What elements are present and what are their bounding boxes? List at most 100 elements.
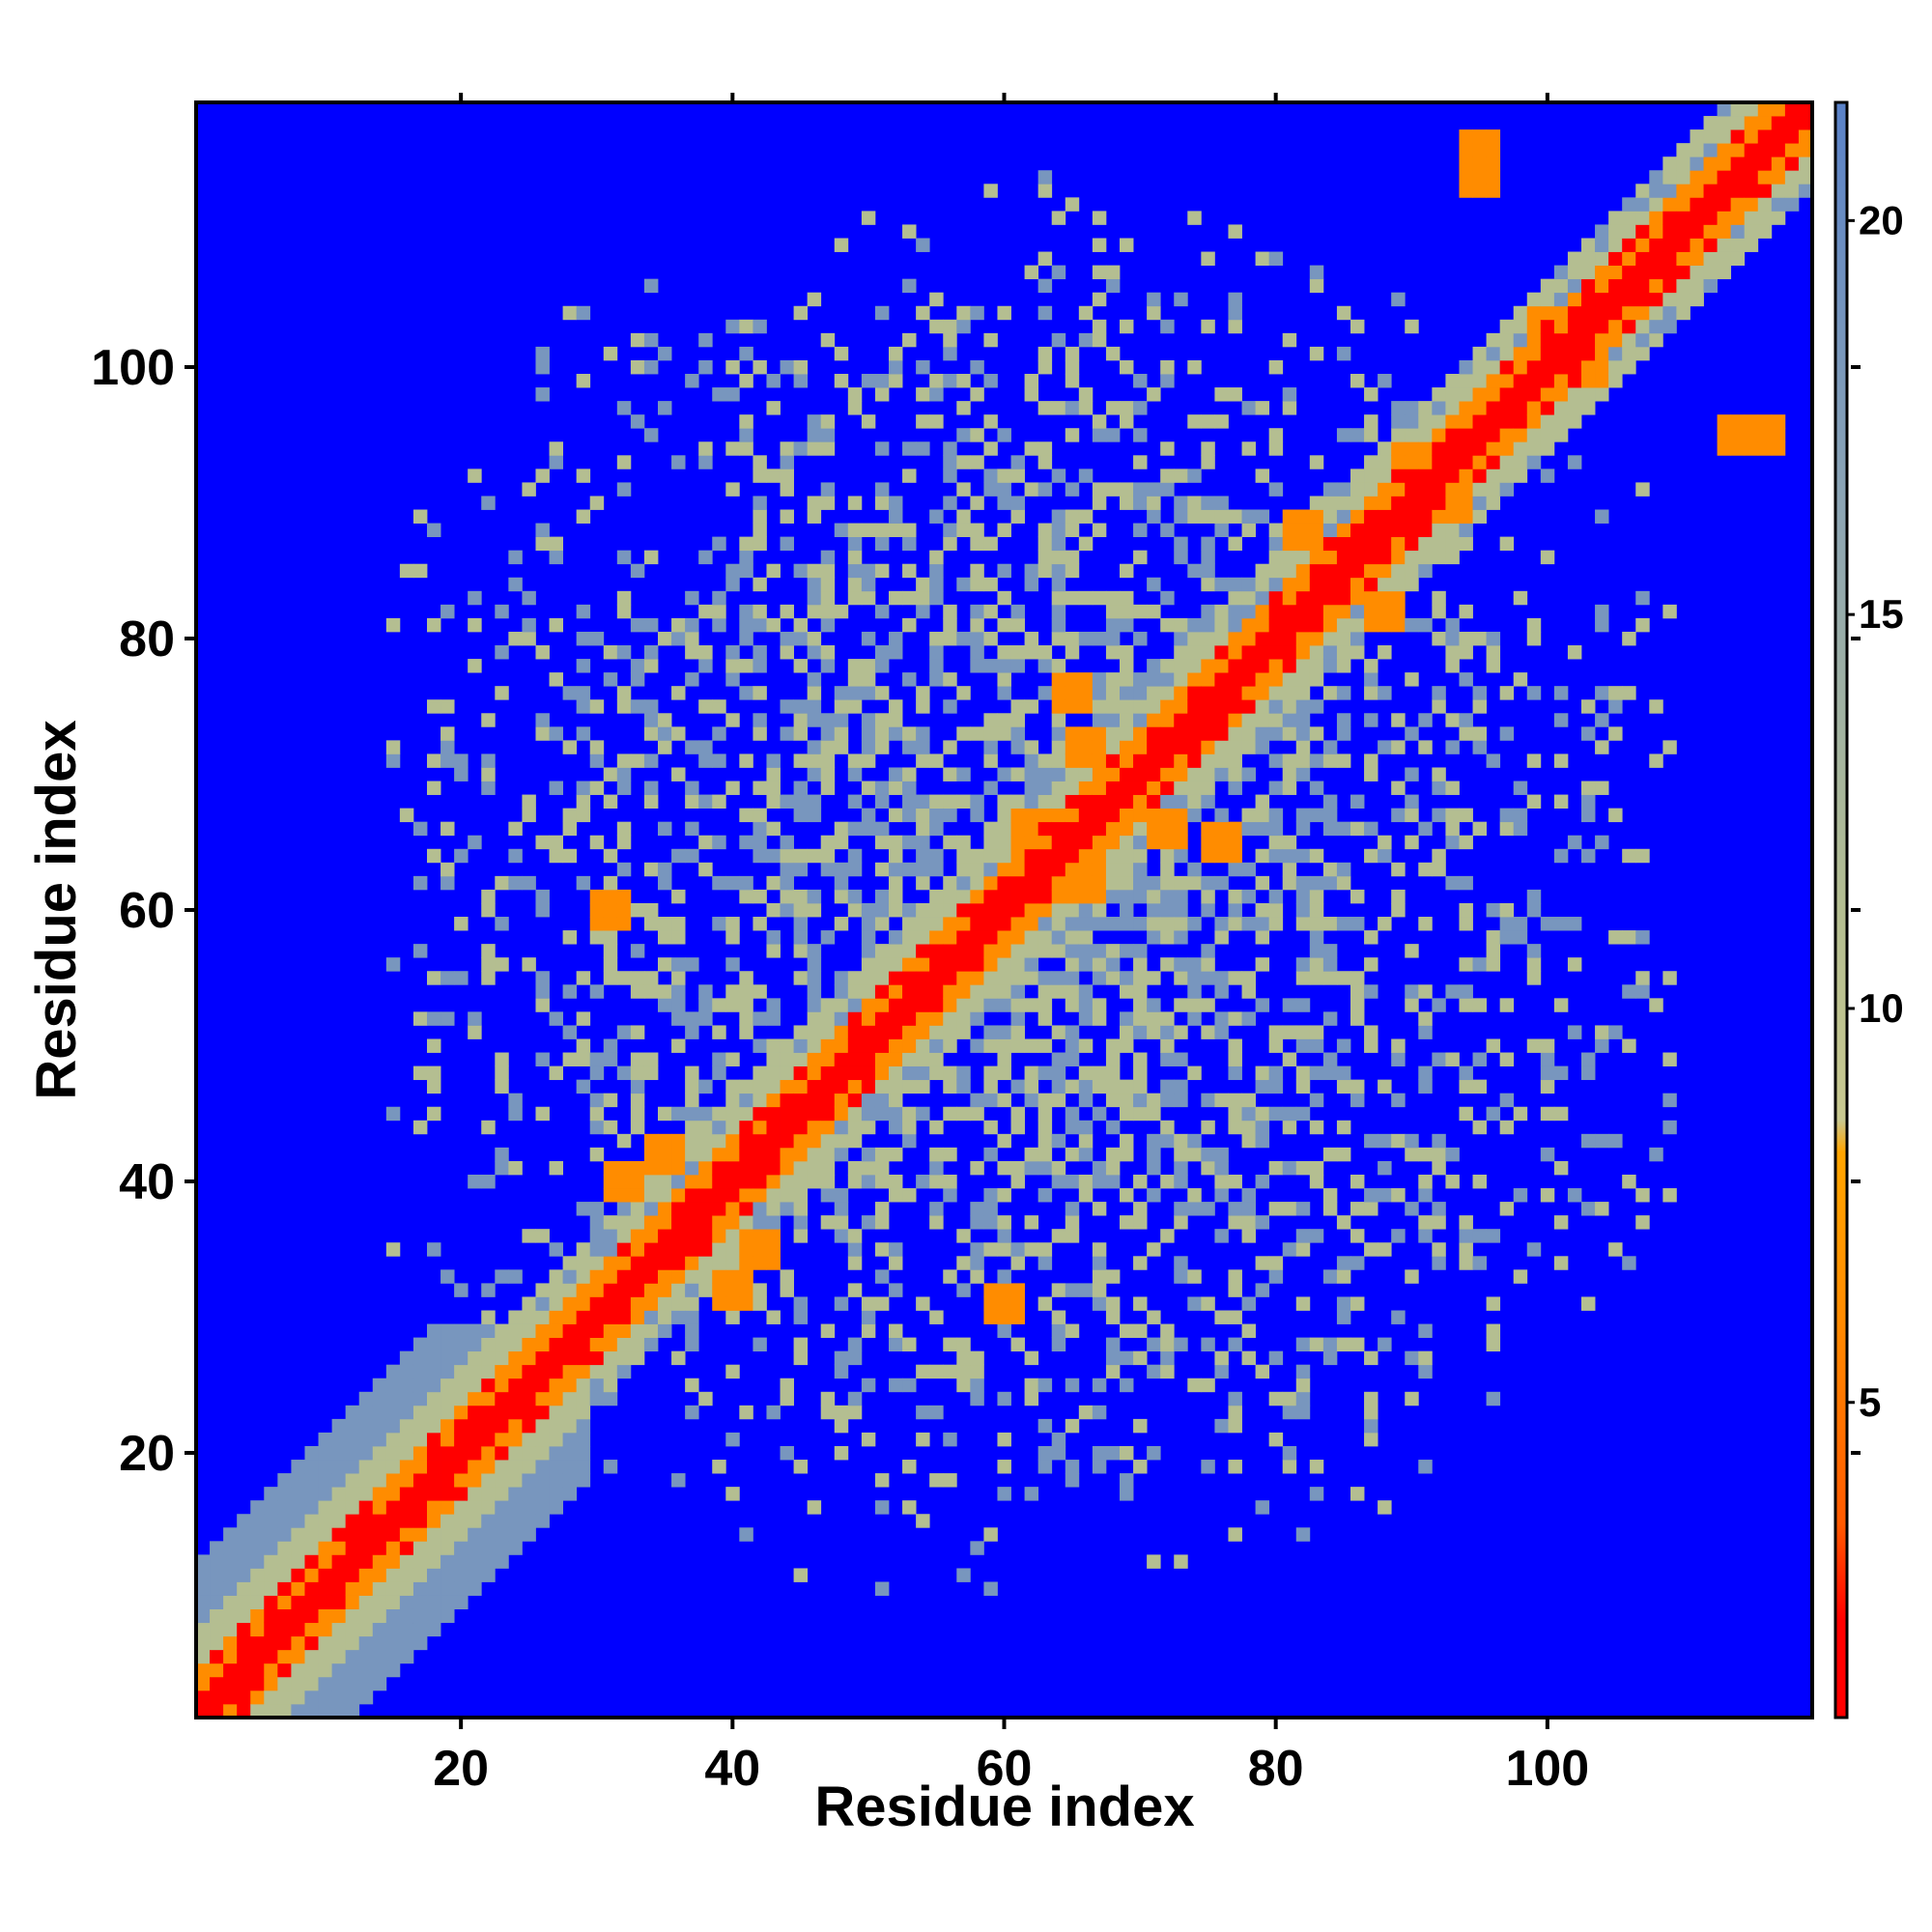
heatmap-cell — [725, 387, 740, 402]
heatmap-cell — [1024, 781, 1039, 795]
heatmap-cell — [1676, 156, 1690, 171]
heatmap-cell — [1160, 1120, 1175, 1135]
heatmap-cell — [1581, 699, 1596, 714]
heatmap-cell — [861, 1011, 876, 1026]
heatmap-cell — [522, 1296, 536, 1311]
heatmap-cell — [1350, 1296, 1365, 1311]
heatmap-cell — [237, 1554, 251, 1569]
heatmap-cell — [1499, 1120, 1515, 1135]
heatmap-cell — [1744, 197, 1759, 212]
heatmap-cell — [685, 374, 699, 388]
heatmap-cell — [1051, 265, 1066, 280]
heatmap-cell — [576, 659, 591, 673]
heatmap-cell — [210, 1690, 224, 1705]
heatmap-cell — [1201, 577, 1215, 592]
heatmap-cell — [304, 1595, 319, 1609]
heatmap-cell — [1540, 1106, 1555, 1122]
heatmap-cell — [1120, 726, 1134, 741]
heatmap-cell — [1024, 875, 1039, 891]
heatmap-cell — [861, 1079, 876, 1094]
heatmap-cell — [1486, 455, 1501, 469]
heatmap-cell — [1187, 1269, 1202, 1284]
heatmap-cell — [889, 957, 903, 972]
heatmap-cell — [685, 821, 699, 837]
heatmap-cell — [807, 672, 822, 687]
heatmap-cell — [237, 1608, 251, 1624]
heatmap-cell — [535, 1445, 550, 1461]
heatmap-cell — [1784, 184, 1800, 198]
heatmap-cell — [304, 1581, 319, 1596]
heatmap-cell — [820, 1188, 836, 1203]
heatmap-cell — [1037, 1093, 1053, 1108]
heatmap-cell — [780, 1079, 794, 1094]
heatmap-cell — [1662, 224, 1677, 239]
heatmap-cell — [1309, 726, 1324, 741]
heatmap-cell — [1595, 781, 1609, 795]
heatmap-cell — [956, 1079, 971, 1094]
heatmap-cell — [997, 1188, 1011, 1203]
heatmap-cell — [1295, 1296, 1311, 1311]
heatmap-cell — [1120, 1473, 1134, 1488]
heatmap-cell — [753, 1160, 767, 1176]
heatmap-cell — [399, 1445, 414, 1461]
heatmap-cell — [1662, 292, 1677, 307]
heatmap-cell — [1378, 482, 1392, 497]
heatmap-cell — [1174, 1133, 1188, 1149]
heatmap-cell — [1540, 1052, 1555, 1066]
heatmap-cell — [630, 414, 645, 429]
heatmap-cell — [1065, 848, 1080, 864]
heatmap-cell — [1051, 590, 1066, 606]
heatmap-cell — [1309, 917, 1324, 931]
heatmap-cell — [970, 496, 984, 510]
heatmap-cell — [956, 374, 971, 388]
heatmap-cell — [1120, 414, 1134, 429]
heatmap-cell — [1322, 686, 1338, 700]
heatmap-cell — [1472, 414, 1487, 429]
heatmap-cell — [712, 1242, 726, 1257]
heatmap-cell — [1078, 1079, 1094, 1094]
heatmap-cell — [495, 1052, 509, 1066]
heatmap-cell — [1051, 726, 1066, 741]
heatmap-cell — [1459, 509, 1473, 524]
heatmap-cell — [1282, 1202, 1297, 1216]
heatmap-cell — [576, 1202, 591, 1216]
heatmap-cell — [1133, 835, 1148, 850]
heatmap-cell — [535, 835, 550, 850]
heatmap-cell — [1608, 238, 1623, 252]
heatmap-cell — [861, 821, 876, 837]
heatmap-cell — [847, 699, 863, 714]
heatmap-cell — [1051, 1174, 1066, 1189]
heatmap-cell — [874, 536, 890, 552]
heatmap-cell — [1078, 672, 1094, 687]
heatmap-cell — [1350, 469, 1365, 483]
heatmap-cell — [358, 1595, 374, 1609]
heatmap-cell — [698, 1269, 713, 1284]
heatmap-cell — [1228, 713, 1242, 727]
heatmap-cell — [739, 441, 753, 456]
heatmap-cell — [318, 1595, 332, 1609]
heatmap-cell — [562, 821, 578, 837]
heatmap-cell — [834, 971, 849, 985]
heatmap-cell — [902, 944, 917, 958]
heatmap-cell — [1268, 1432, 1284, 1447]
heatmap-cell — [685, 631, 699, 646]
heatmap-cell — [1730, 156, 1746, 171]
heatmap-cell — [589, 740, 605, 754]
heatmap-cell — [331, 1608, 347, 1624]
heatmap-cell — [1105, 1296, 1121, 1311]
heatmap-cell — [780, 1202, 794, 1216]
heatmap-cell — [1051, 753, 1066, 768]
heatmap-cell — [1241, 808, 1256, 823]
heatmap-cell — [277, 1635, 292, 1651]
heatmap-cell — [1214, 821, 1229, 837]
heatmap-cell — [1078, 753, 1094, 768]
heatmap-cell — [1024, 1147, 1039, 1162]
heatmap-cell — [1255, 808, 1270, 823]
heatmap-cell — [1378, 848, 1392, 864]
heatmap-cell — [874, 305, 890, 321]
heatmap-cell — [210, 1541, 224, 1555]
heatmap-cell — [753, 1038, 767, 1053]
heatmap-cell — [1690, 184, 1704, 198]
heatmap-cell — [753, 821, 767, 837]
heatmap-cell — [1703, 278, 1718, 294]
